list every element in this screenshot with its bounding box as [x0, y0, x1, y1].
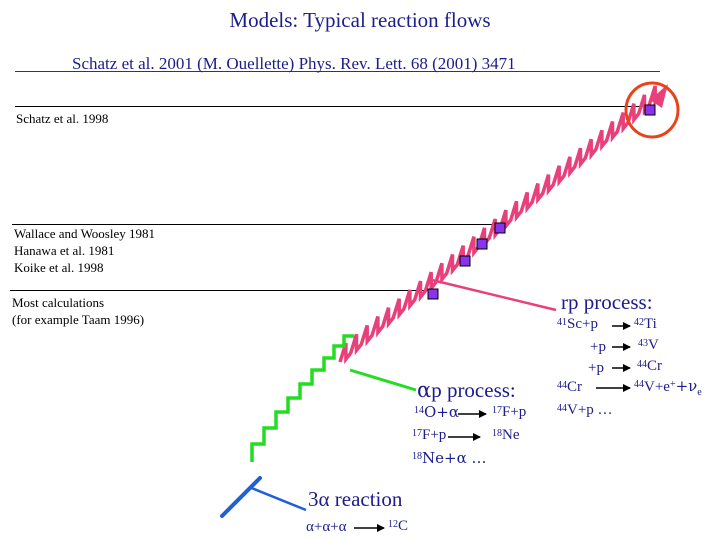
- rp-reaction-2-left: +p: [590, 339, 606, 355]
- triple-alpha-reaction-right: 12C: [388, 518, 409, 534]
- ap-reaction-3: 18Ne+α …: [412, 449, 487, 467]
- ap-reaction-2-left: 17F+p: [412, 427, 447, 443]
- note-wallace-1981: Wallace and Woosley 1981: [14, 226, 155, 241]
- note-schatz-1998: Schatz et al. 1998: [16, 111, 109, 126]
- note-taam-1996: (for example Taam 1996): [12, 312, 145, 327]
- wallace-line: [12, 224, 502, 225]
- triple-alpha-flow-line: [220, 476, 262, 518]
- endpoint-marker-wallace-c: [459, 255, 471, 267]
- rp-reaction-4-left: 44Cr: [557, 379, 582, 395]
- rp-reaction-4-right: 44V+e++νe: [634, 377, 702, 398]
- rp-reaction-1-right: 42Ti: [634, 316, 657, 332]
- ap-process-label: αp process:: [417, 378, 516, 402]
- highlight-circle-endpoint: [624, 81, 680, 139]
- most-calculations-line: [10, 290, 435, 291]
- rp-reaction-3-left: +p: [588, 360, 604, 376]
- rp-endpoint-flag: [650, 84, 668, 108]
- note-hanawa-1981: Hanawa et al. 1981: [14, 243, 115, 258]
- schatz-1998-line: [15, 106, 655, 107]
- page-title: Models: Typical reaction flows: [229, 8, 491, 32]
- triple-alpha-label: 3α reaction: [308, 487, 403, 511]
- rp-reaction-1-left: 41Sc+p: [557, 316, 598, 332]
- rp-process-callout-line: [431, 278, 557, 312]
- rp-process-label: rp process:: [561, 290, 653, 314]
- endpoint-marker-wallace-b: [476, 238, 488, 250]
- note-most-calculations: Most calculations: [12, 295, 105, 310]
- rp-reaction-3-right: 44Cr: [637, 358, 662, 374]
- triple-alpha-callout-line: [248, 485, 307, 512]
- ap-reaction-1-right: 17F+p: [492, 404, 527, 420]
- ap-reaction-2-right: 18Ne: [492, 427, 520, 443]
- endpoint-marker-most-calculations: [427, 288, 439, 300]
- reference-underline: [15, 71, 660, 72]
- triple-alpha-reaction-left: α+α+α: [306, 519, 347, 535]
- rp-reaction-2-right: 43V: [638, 337, 659, 353]
- reference-citation: Schatz et al. 2001 (M. Ouellette) Phys. …: [72, 54, 516, 73]
- note-koike-1998: Koike et al. 1998: [14, 260, 104, 275]
- ap-reaction-1-left: 14O+α: [414, 403, 459, 421]
- endpoint-marker-wallace-a: [494, 222, 506, 234]
- ap-process-flow-path: [250, 334, 354, 462]
- endpoint-marker-schatz-2001: [644, 104, 656, 116]
- rp-reaction-5: 44V+p …: [557, 402, 613, 418]
- ap-process-callout-line: [349, 368, 417, 392]
